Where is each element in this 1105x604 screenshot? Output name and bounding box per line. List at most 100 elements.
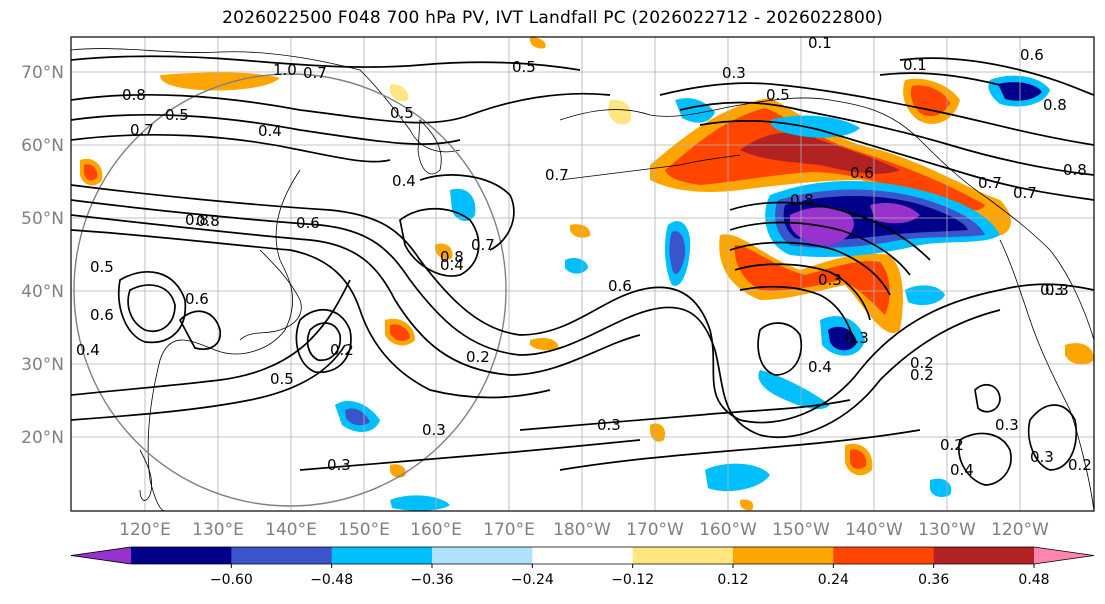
contour-line [1027,404,1078,471]
colorbar-tick-label: 0.36 [918,572,949,588]
contour-line [71,133,391,163]
contour-label: 0.7 [545,166,569,184]
pv-positive-dark-north [740,132,900,174]
coastlines [71,48,1094,511]
colorbar-segment [632,547,734,564]
contour-label: 0.6 [90,306,114,324]
coastline-aleutians [559,154,741,181]
colorbar-tick-label: 0.12 [717,572,748,588]
contour-label: 0.4 [808,358,832,376]
contour-line [734,263,871,321]
pv-shading [80,37,1094,511]
lon-label: 150°W [772,520,830,540]
contour-label: 0.5 [165,106,189,124]
pv-positive-cell-5-core [84,164,98,181]
pv-positive-cell-10 [435,243,453,260]
contour-line [757,322,803,376]
contour-line [71,113,461,145]
contour-label: 0.1 [903,56,927,74]
colorbar-tick-label: −0.60 [210,572,253,588]
contour-label: 0.3 [818,271,842,289]
contour-label: 0.7 [1013,184,1037,202]
lon-label: 130°W [918,520,976,540]
coastline-japan [239,249,302,341]
contour-line [729,201,931,261]
contour-label: 0.3 [1040,281,1064,299]
colorbar-segment [331,547,433,564]
colorbar-segment [131,547,232,564]
contour-line [729,241,891,296]
lon-label: 140°W [845,520,903,540]
contour-line [729,221,911,276]
lon-label: 120°E [119,520,171,540]
colorbar-segment [833,547,935,564]
contour-label: 0.4 [440,256,464,274]
contour-label: 0.7 [471,236,495,254]
contour-lines [71,55,1094,486]
contour-label: 0.8 [1043,96,1067,114]
lon-label: 130°E [192,520,244,540]
lon-label: 140°E [265,520,317,540]
contour-label: 0.4 [392,172,416,190]
contour-line [127,284,176,333]
range-circle [73,73,507,507]
lat-label-40n: 40°N [21,282,64,302]
contour-label: 0.5 [512,58,536,76]
contour-line [71,279,351,396]
contour-label: 0.6 [185,290,209,308]
pv-negative-cell-13 [930,478,952,498]
contour-label: 0.7 [130,121,154,139]
colorbar-extend-high [1034,547,1094,564]
map-title: 2026022500 F048 700 hPa PV, IVT Landfall… [222,8,883,28]
coastline-kamchatka [417,119,442,175]
colorbar-tick-label: −0.48 [310,572,353,588]
pv-negative-cell-9 [705,463,770,492]
contour-label: 0.3 [1030,448,1054,466]
colorbar-tick-label: 0.48 [1018,572,1049,588]
contour-line [71,344,346,421]
pv-negative-cell-3-core [669,231,686,275]
lon-label: 180°W [553,520,611,540]
pv-positive-cell-13 [390,84,409,102]
contour-label: 0.8 [1063,161,1087,179]
contour-line [679,101,1094,176]
contour-label: 0.7 [303,64,327,82]
contour-line [306,322,342,361]
contour-label: 0.4 [950,461,974,479]
contour-label: 0.6 [608,277,632,295]
contour-label: 0.2 [466,348,490,366]
contour-line [699,120,1094,201]
contour-line [739,285,856,346]
map-content: 0.8 0.5 0.7 0.4 1.0 0.7 0.5 0.6 0.4 0.7 … [71,37,1094,511]
lon-label: 160°W [699,520,757,540]
contour-label: 0.5 [270,370,294,388]
coastline-asia [71,48,461,511]
contour-label: 0.2 [910,354,934,372]
colorbar: −0.60 −0.48 −0.36 −0.24 −0.12 0.12 0.24 0.36 0.4… [70,546,1095,588]
contour-label: 0.6 [1020,46,1044,64]
contour-label: 0.7 [978,174,1002,192]
pv-negative-cell-1-core [828,326,857,351]
pv-positive-cell-11 [608,99,632,125]
contour-line [879,72,1001,86]
lon-label: 160°E [410,520,462,540]
contour-line [659,82,1094,146]
coastline-alaska [559,97,1094,341]
colorbar-tick-label: −0.24 [511,572,554,588]
contour-label: 0.2 [910,366,934,384]
contour-label: 0.3 [1045,281,1069,299]
pv-negative-cell-4 [905,285,945,306]
lon-label: 170°W [626,520,684,540]
colorbar-tick-label: −0.12 [611,572,654,588]
contour-line [295,308,352,374]
colorbar-outline [70,546,1095,565]
lat-label-50n: 50°N [21,209,64,229]
contour-label: 0.2 [330,341,354,359]
pv-positive-cell-6 [1065,343,1094,365]
colorbar-tick-label: 0.24 [818,572,849,588]
contour-label: 0.8 [440,248,464,266]
map-frame [70,36,1095,512]
longitude-axis: 120°E 130°E 140°E 150°E 160°E 170°E 180°… [119,520,1049,540]
lon-label: 120°W [991,520,1049,540]
